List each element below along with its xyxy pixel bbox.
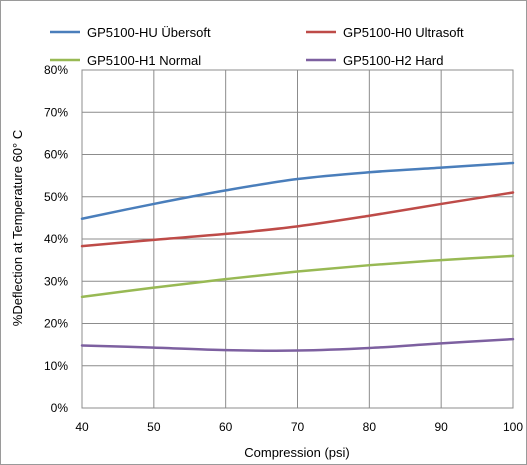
x-tick-label: 100 xyxy=(503,420,523,434)
legend-label: GP5100-H1 Normal xyxy=(87,53,201,68)
x-tick-label: 60 xyxy=(219,420,233,434)
x-tick-label: 70 xyxy=(291,420,305,434)
plot-border xyxy=(81,69,514,409)
x-tick-label: 90 xyxy=(434,420,448,434)
y-tick-label: 0% xyxy=(51,401,69,415)
y-tick-label: 50% xyxy=(44,190,68,204)
y-tick-label: 60% xyxy=(44,148,68,162)
y-tick-label: 80% xyxy=(44,63,68,77)
series-line-gp5100-h2-hard xyxy=(80,337,515,352)
y-tick-label: 10% xyxy=(44,359,68,373)
series-line-gp5100-hu-bersoft xyxy=(80,161,515,220)
y-tick-label: 40% xyxy=(44,232,68,246)
legend-label: GP5100-H0 Ultrasoft xyxy=(343,25,464,40)
x-tick-label: 50 xyxy=(147,420,161,434)
x-tick-label: 40 xyxy=(75,420,89,434)
series-lines xyxy=(80,161,515,352)
x-axis-title: Compression (psi) xyxy=(244,445,349,460)
grid-lines xyxy=(82,70,513,408)
plot-area xyxy=(81,69,514,409)
y-axis-title: %Deflection at Temperature 60° C xyxy=(10,130,25,326)
legend-label: GP5100-H2 Hard xyxy=(343,53,443,68)
series-line-gp5100-h1-normal xyxy=(80,254,515,299)
legend-label: GP5100-HU Übersoft xyxy=(87,25,211,40)
x-tick-labels: 40 50 60 70 80 90 100 xyxy=(75,420,523,434)
x-tick-label: 80 xyxy=(363,420,377,434)
y-tick-labels: 0% 10% 20% 30% 40% 50% 60% 70% 80% xyxy=(44,63,68,415)
series-line-gp5100-h0-ultrasoft xyxy=(80,191,515,248)
y-tick-label: 30% xyxy=(44,274,68,288)
y-tick-label: 20% xyxy=(44,317,68,331)
legend: GP5100-HU Übersoft GP5100-H0 Ultrasoft GP5… xyxy=(50,25,464,68)
y-tick-label: 70% xyxy=(44,105,68,119)
